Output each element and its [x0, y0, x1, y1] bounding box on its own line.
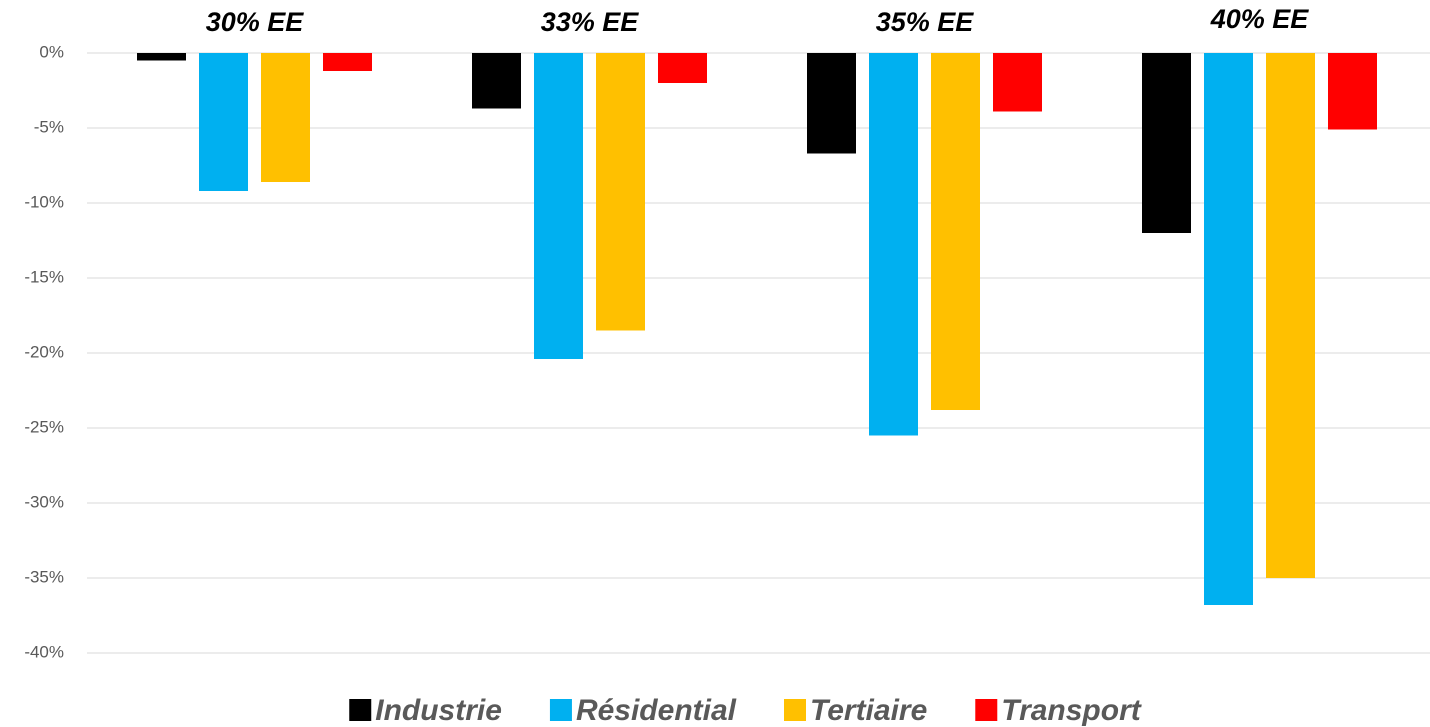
bar — [199, 53, 248, 191]
bar — [323, 53, 372, 71]
category-label: 30% EE — [206, 7, 305, 37]
y-tick-label: -30% — [24, 492, 64, 511]
legend-swatch — [349, 699, 372, 721]
legend-swatch — [784, 699, 806, 721]
bar — [1204, 53, 1253, 605]
bar — [137, 53, 186, 61]
bar — [261, 53, 310, 182]
y-tick-label: -5% — [34, 117, 64, 136]
bar — [931, 53, 980, 410]
legend-label: Transport — [1001, 694, 1142, 727]
y-tick-label: -10% — [24, 192, 64, 211]
y-tick-label: -35% — [24, 567, 64, 586]
legend-swatch — [975, 699, 998, 721]
bar — [869, 53, 918, 436]
legend-label: Résidential — [576, 694, 737, 727]
y-tick-label: -25% — [24, 417, 64, 436]
legend-swatch — [549, 699, 572, 721]
bar — [1142, 53, 1191, 233]
category-label: 40% EE — [1210, 4, 1310, 34]
legend-label: Industrie — [375, 694, 502, 727]
bar — [472, 53, 521, 109]
y-tick-label: -20% — [24, 342, 64, 361]
category-label: 33% EE — [541, 7, 640, 37]
bar — [993, 53, 1042, 112]
bar — [1266, 53, 1315, 578]
y-tick-label: -40% — [24, 642, 64, 661]
y-tick-label: 0% — [39, 42, 64, 61]
legend-label: Tertiaire — [810, 694, 927, 727]
bar — [1328, 53, 1377, 130]
bar — [534, 53, 583, 359]
bar — [596, 53, 645, 331]
bar — [807, 53, 856, 154]
y-tick-label: -15% — [24, 267, 64, 286]
category-label: 35% EE — [876, 7, 975, 37]
bar — [658, 53, 707, 83]
